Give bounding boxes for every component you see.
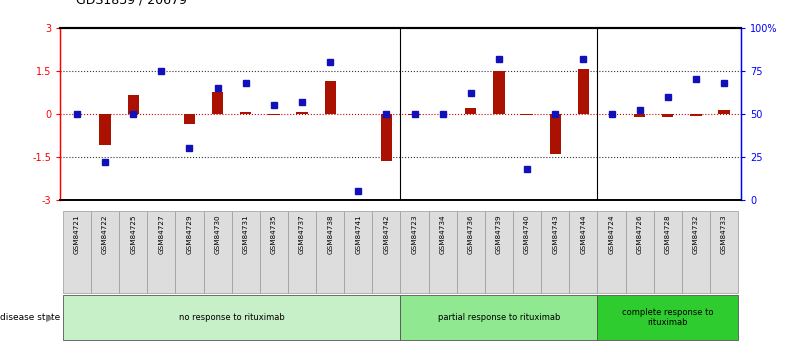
FancyBboxPatch shape [710,211,738,293]
FancyBboxPatch shape [372,211,400,293]
Text: GSM84723: GSM84723 [412,215,417,254]
FancyBboxPatch shape [147,211,175,293]
FancyBboxPatch shape [626,211,654,293]
Text: GSM84743: GSM84743 [552,215,558,254]
FancyBboxPatch shape [203,211,231,293]
FancyBboxPatch shape [513,211,541,293]
Text: GSM84728: GSM84728 [665,215,670,254]
FancyBboxPatch shape [175,211,203,293]
Text: GSM84722: GSM84722 [102,215,108,254]
Text: GSM84727: GSM84727 [159,215,164,254]
Text: GSM84729: GSM84729 [187,215,192,254]
Text: GSM84744: GSM84744 [581,215,586,254]
Bar [549,114,561,154]
FancyBboxPatch shape [400,295,598,340]
Bar [521,114,533,115]
FancyBboxPatch shape [91,211,119,293]
Text: GSM84740: GSM84740 [524,215,530,254]
FancyBboxPatch shape [231,211,260,293]
Text: GSM84739: GSM84739 [496,215,502,254]
Text: GSM84737: GSM84737 [299,215,305,254]
Bar [296,112,308,114]
Text: GSM84738: GSM84738 [327,215,333,254]
FancyBboxPatch shape [485,211,513,293]
Bar [184,114,195,124]
FancyBboxPatch shape [429,211,457,293]
Text: GSM84736: GSM84736 [468,215,474,254]
Text: GSM84734: GSM84734 [440,215,445,254]
FancyBboxPatch shape [316,211,344,293]
Bar [493,71,505,114]
Text: ▶: ▶ [46,313,54,322]
FancyBboxPatch shape [570,211,598,293]
Text: GSM84735: GSM84735 [271,215,277,254]
Text: GSM84726: GSM84726 [637,215,642,254]
FancyBboxPatch shape [654,211,682,293]
Bar [324,81,336,114]
Bar [409,114,421,115]
FancyBboxPatch shape [344,211,372,293]
Text: GSM84733: GSM84733 [721,215,727,254]
Bar [240,112,252,114]
Text: GSM84731: GSM84731 [243,215,249,254]
FancyBboxPatch shape [457,211,485,293]
Bar [662,114,674,117]
Text: disease state: disease state [0,313,60,322]
Bar [718,110,730,114]
Bar [127,95,139,114]
Text: no response to rituximab: no response to rituximab [179,313,284,322]
Text: GSM84732: GSM84732 [693,215,699,254]
FancyBboxPatch shape [541,211,570,293]
Bar [465,108,477,114]
Text: GSM84724: GSM84724 [609,215,614,254]
Text: GSM84730: GSM84730 [215,215,220,254]
FancyBboxPatch shape [119,211,147,293]
FancyBboxPatch shape [682,211,710,293]
Text: complete response to
rituximab: complete response to rituximab [622,308,714,327]
Bar [212,92,223,114]
FancyBboxPatch shape [400,211,429,293]
Bar [99,114,111,146]
FancyBboxPatch shape [598,295,738,340]
FancyBboxPatch shape [260,211,288,293]
FancyBboxPatch shape [63,295,400,340]
Text: GSM84742: GSM84742 [384,215,389,254]
Text: GSM84721: GSM84721 [74,215,80,254]
FancyBboxPatch shape [63,211,91,293]
Text: GDS1839 / 20679: GDS1839 / 20679 [76,0,187,7]
Bar [380,114,392,161]
FancyBboxPatch shape [288,211,316,293]
Text: GSM84725: GSM84725 [131,215,136,254]
Bar [690,114,702,116]
Text: partial response to rituximab: partial response to rituximab [438,313,560,322]
Bar [634,114,646,117]
Text: GSM84741: GSM84741 [356,215,361,254]
Bar [268,114,280,115]
FancyBboxPatch shape [598,211,626,293]
Bar [578,69,589,114]
